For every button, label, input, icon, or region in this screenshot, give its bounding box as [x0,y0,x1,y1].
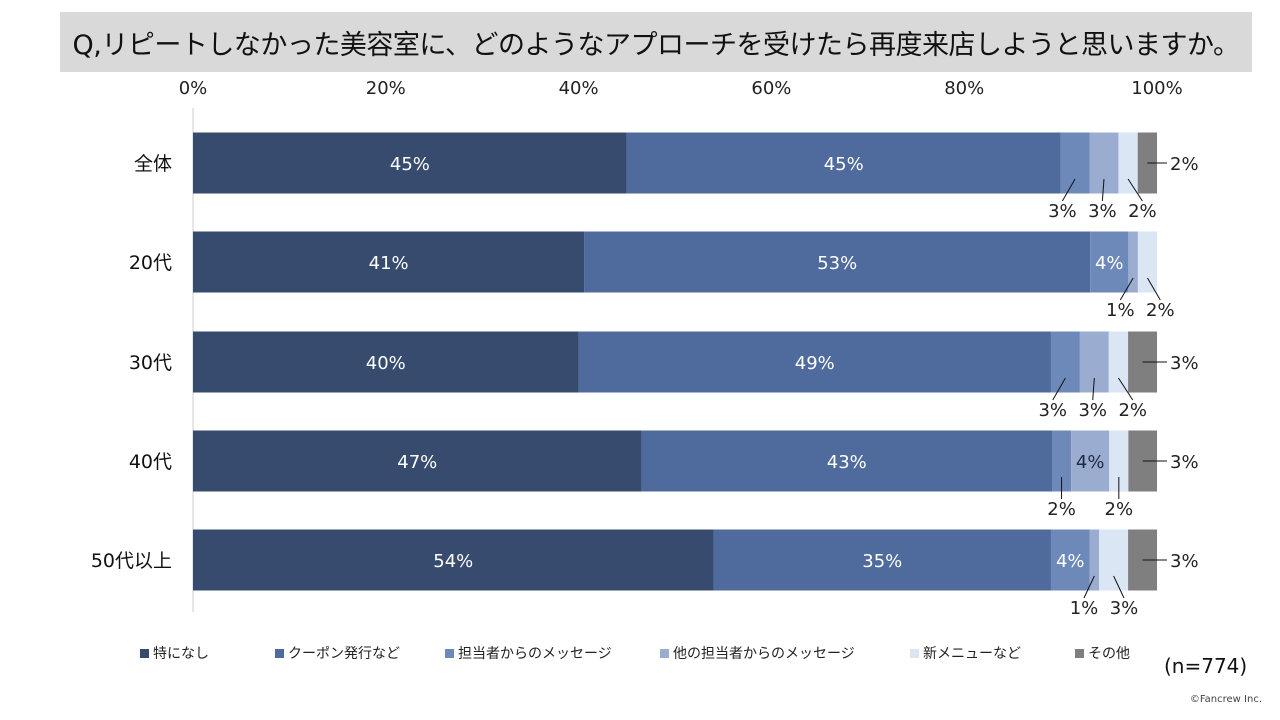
legend-label: クーポン発行など [288,646,400,662]
sample-size: (n=774) [1164,654,1248,678]
data-label: 1% [1106,300,1135,321]
data-label: 54% [433,551,473,572]
leader-line [1092,377,1095,401]
leader-line [1101,178,1105,202]
data-label: 2% [1146,300,1175,321]
legend-label: 特になし [153,646,209,662]
x-tick-label: 100% [1131,78,1182,99]
leader-line [1061,178,1076,202]
data-label: 2% [1047,499,1076,520]
legend-label: その他 [1088,646,1130,662]
data-label: 45% [390,154,430,175]
leader-line [1119,277,1134,301]
legend-swatch [660,648,669,658]
data-label: 2% [1118,400,1147,421]
bar-segment [1128,231,1138,293]
x-tick-label: 0% [179,78,208,99]
chart-title: Q,リピートしなかった美容室に、どのようなアプローチを受けたら再度来店しようと思… [60,12,1252,72]
data-label: 3% [1170,551,1199,572]
legend-swatch [275,648,284,658]
data-label: 41% [369,253,409,274]
legend-item: その他 [1075,643,1155,663]
data-label: 3% [1170,452,1199,473]
legend-swatch [910,648,919,658]
legend-item: 新メニューなど [910,643,1075,663]
leader-line [1118,377,1134,401]
data-label: 3% [1170,353,1199,374]
leader-line [1052,377,1066,401]
data-label: 1% [1070,598,1099,619]
bar-segment [1071,430,1110,492]
bar-segment [713,529,1051,591]
legend-item: 特になし [140,643,275,663]
leader-line [1083,575,1095,599]
bar-segment [1118,132,1138,194]
bar-segment [193,331,579,393]
category-label: 30代 [129,352,172,374]
bar-segment [1137,231,1157,293]
data-label: 4% [1056,551,1085,572]
data-label: 53% [817,253,857,274]
legend-swatch [445,648,454,658]
bar-segment [193,231,585,293]
data-label: 49% [795,353,835,374]
data-label: 40% [366,353,406,374]
bar-segment [584,231,1091,293]
data-label: 2% [1105,499,1134,520]
category-label: 20代 [129,252,172,274]
data-label: 3% [1038,400,1067,421]
x-tick-label: 40% [559,78,599,99]
data-label: 35% [862,551,902,572]
legend-swatch [1075,648,1084,658]
legend-item: クーポン発行など [275,643,445,663]
data-label: 43% [827,452,867,473]
bar-segment [1060,132,1090,194]
data-label: 47% [397,452,437,473]
bar-segment [193,132,627,194]
bar-segment [1052,430,1072,492]
data-label: 2% [1170,154,1199,175]
x-tick-label: 20% [366,78,406,99]
bar-segment [1050,529,1090,591]
category-label: 50代以上 [91,550,172,572]
data-label: 45% [824,154,864,175]
legend: 特になし クーポン発行など 担当者からのメッセージ 他の担当者からのメッセージ 新メニュ… [140,643,1155,663]
bar-segment [1090,231,1129,293]
data-label: 3% [1088,201,1117,222]
leader-line [1127,178,1143,202]
bar-segment [578,331,1051,393]
bar-segment [1050,331,1080,393]
bar-segment [1108,331,1129,393]
bar-segment [193,430,642,492]
bar-segment [641,430,1053,492]
legend-item: 他の担当者からのメッセージ [660,643,910,663]
stacked-bar-chart: 0% 20% 40% 60% 80% 100% 全体 45% 45% 2% 3% 3% 2% 20代 41%… [91,78,1199,619]
legend-label: 他の担当者からのメッセージ [673,646,855,662]
bar-segment [626,132,1061,194]
bar-segment [1099,529,1129,591]
legend-swatch [140,648,149,658]
leader-line [1147,277,1161,301]
leader-line [1113,575,1125,599]
data-label: 4% [1076,452,1105,473]
x-tick-label: 60% [751,78,791,99]
bar-segment [193,529,714,591]
data-label: 2% [1128,201,1157,222]
category-label: 全体 [134,153,172,175]
bar-segment [1109,430,1129,492]
x-tick-label: 80% [944,78,984,99]
legend-item: 担当者からのメッセージ [445,643,660,663]
category-label: 40代 [129,451,172,473]
bar-segment [1089,529,1100,591]
legend-label: 新メニューなど [923,646,1021,662]
copyright: ©Fancrew Inc. [1189,694,1262,705]
legend-label: 担当者からのメッセージ [458,646,612,662]
data-label: 3% [1110,598,1139,619]
data-label: 3% [1078,400,1107,421]
data-label: 3% [1048,201,1077,222]
data-label: 4% [1095,253,1124,274]
